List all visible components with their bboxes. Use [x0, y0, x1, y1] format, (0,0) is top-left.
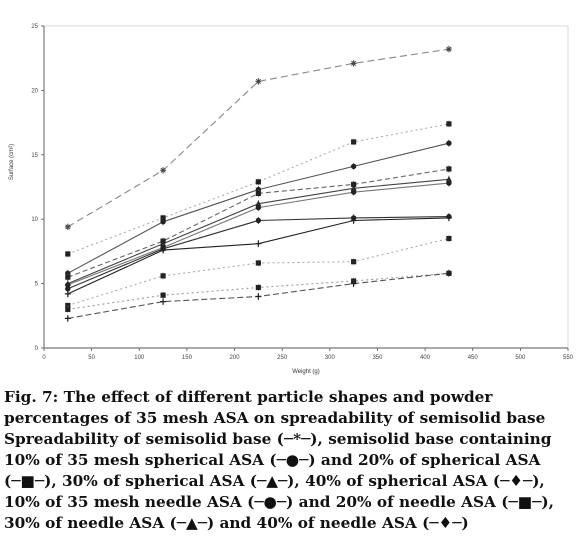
data-point	[255, 190, 261, 197]
chart: 0 50 100 150 200 250 300 350 400 450 500 550 0 5 10 15 2…	[9, 24, 574, 375]
data-point	[160, 273, 166, 279]
series-3	[65, 139, 452, 277]
y-tick-label: 10	[31, 217, 38, 223]
y-tick-label: 15	[31, 153, 38, 159]
data-point	[160, 215, 166, 221]
data-point	[255, 204, 262, 211]
data-point	[445, 46, 452, 53]
series-line	[67, 182, 449, 286]
data-point	[160, 167, 167, 174]
data-point	[255, 200, 262, 207]
series-1	[64, 45, 452, 231]
x-tick-label: 50	[88, 355, 95, 361]
data-point	[351, 139, 357, 145]
x-tick-label: 200	[230, 355, 241, 361]
data-point	[160, 247, 167, 254]
data-point	[350, 60, 357, 67]
series-line	[67, 217, 449, 295]
series-10	[65, 269, 452, 313]
data-point	[64, 223, 71, 230]
series-11	[64, 269, 452, 322]
data-point	[350, 185, 357, 191]
x-tick-label: 450	[468, 355, 479, 361]
x-tick-label: 250	[277, 355, 288, 361]
data-point	[350, 163, 357, 170]
data-point	[255, 284, 261, 291]
y-tick-label: 25	[31, 24, 38, 30]
y-tick-label: 0	[35, 346, 39, 352]
x-tick-label: 350	[372, 355, 383, 361]
axes: 0 50 100 150 200 250 300 350 400 450 500 550 0 5 10 15 2…	[31, 24, 573, 361]
caption-title: Fig. 7: The effect of different particle…	[4, 388, 546, 427]
data-point	[446, 235, 452, 242]
data-point	[350, 189, 357, 195]
data-point	[255, 179, 261, 185]
data-point	[160, 219, 166, 225]
y-tick-label: 5	[35, 282, 39, 288]
data-point	[446, 121, 452, 127]
data-point	[65, 274, 71, 280]
x-tick-label: 300	[325, 355, 336, 361]
data-point	[65, 302, 71, 309]
series-line	[67, 272, 449, 310]
data-point	[351, 181, 357, 188]
data-point	[255, 260, 261, 266]
series-8	[64, 214, 452, 298]
data-point	[64, 290, 71, 297]
x-tick-label: 100	[134, 355, 145, 361]
data-point	[446, 166, 452, 172]
x-axis-label: Weight (g)	[292, 369, 320, 375]
x-tick-label: 0	[42, 355, 46, 361]
data-point	[445, 270, 452, 277]
data-point	[351, 259, 357, 265]
series-7	[65, 213, 452, 293]
plot-frame	[43, 25, 569, 349]
y-tick-label: 20	[31, 88, 38, 94]
data-point	[160, 240, 167, 247]
x-tick-label: 400	[420, 355, 431, 361]
x-tick-label: 150	[182, 355, 193, 361]
data-point	[64, 315, 71, 322]
data-point	[255, 240, 262, 247]
data-point	[350, 280, 357, 287]
data-point	[255, 293, 262, 300]
data-point	[160, 292, 166, 298]
data-point	[255, 217, 262, 224]
data-point	[65, 251, 71, 257]
data-point	[446, 180, 452, 186]
series-layer	[64, 45, 452, 322]
data-point	[445, 176, 452, 182]
x-tick-label: 500	[515, 355, 526, 361]
y-axis-label: Surface (cm²)	[9, 144, 15, 180]
line-chart: 0 50 100 150 200 250 300 350 400 450 500 550 0 5 10 15 2…	[9, 24, 574, 375]
data-point	[65, 306, 71, 312]
data-point	[350, 217, 357, 224]
data-point	[445, 214, 452, 221]
data-point	[160, 298, 167, 305]
data-point	[255, 78, 262, 85]
data-point	[65, 286, 71, 292]
figure-caption: Fig. 7: The effect of different particle…	[4, 387, 584, 534]
caption-description: Spreadability of semisolid base (─*─), s…	[4, 430, 554, 532]
x-tick-label: 550	[563, 355, 574, 361]
data-point	[446, 140, 452, 146]
data-point	[65, 282, 71, 288]
